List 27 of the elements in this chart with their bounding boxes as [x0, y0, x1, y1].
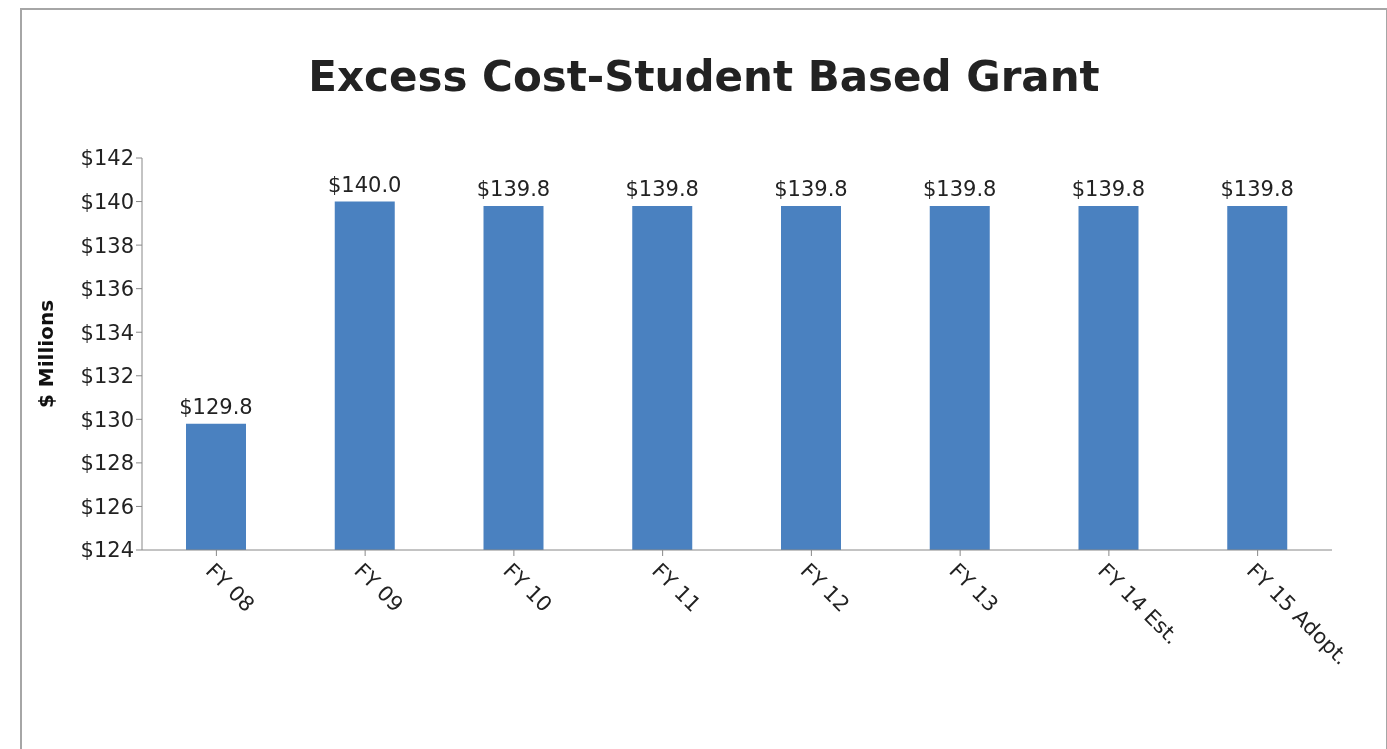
data-label: $140.0	[328, 172, 402, 197]
y-tick-label: $128	[80, 451, 134, 476]
x-tick-label: FY 09	[349, 558, 408, 617]
x-tick-label: FY 14 Est.	[1093, 558, 1184, 650]
data-label: $139.8	[1220, 176, 1294, 201]
x-tick-label: FY 13	[944, 558, 1003, 617]
data-label: $129.8	[179, 394, 253, 419]
y-tick-label: $140	[80, 190, 134, 215]
y-tick-label: $136	[80, 277, 134, 302]
y-axis-title: $ Millions	[34, 299, 59, 409]
y-tick-label: $142	[80, 146, 134, 171]
y-tick-label: $134	[80, 320, 134, 345]
data-label: $139.8	[1071, 176, 1146, 201]
x-tick-label: FY 08	[200, 558, 260, 617]
data-label: $139.8	[774, 176, 848, 201]
x-tick-label: FY 10	[498, 558, 557, 617]
y-tick-label: $138	[80, 233, 134, 258]
x-tick-label: FY 11	[647, 558, 706, 617]
data-label: $139.8	[625, 176, 699, 201]
chart-title: Excess Cost-Student Based Grant	[307, 52, 1101, 101]
y-tick-label: $132	[80, 364, 134, 389]
data-label: $139.8	[476, 176, 551, 201]
y-tick-label: $130	[80, 407, 134, 432]
x-tick-label: FY 12	[795, 558, 855, 617]
y-tick-label: $124	[80, 538, 134, 563]
y-tick-label: $126	[80, 494, 134, 519]
data-label: $139.8	[923, 176, 997, 201]
